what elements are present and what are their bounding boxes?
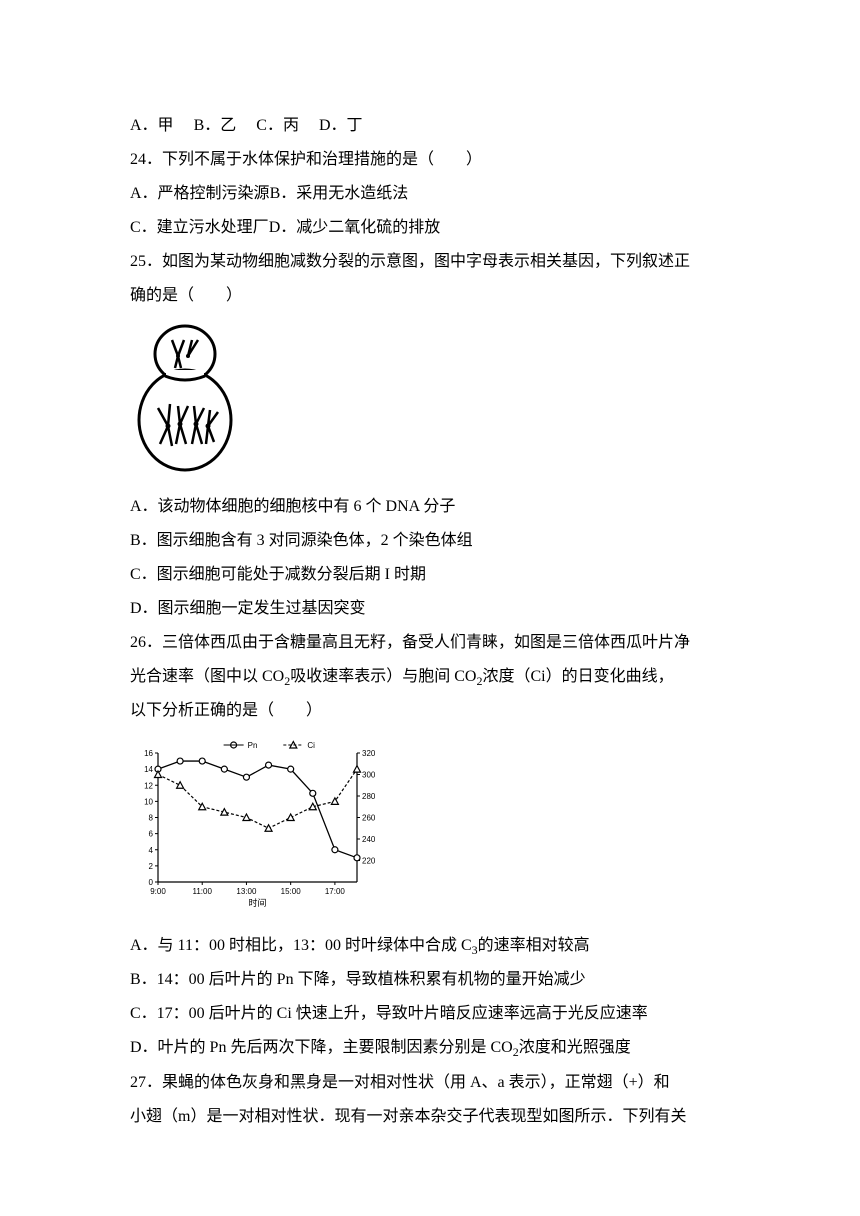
svg-text:16: 16	[144, 749, 153, 758]
q26-option-a: A．与 11：00 时相比，13：00 时叶绿体中合成 C3的速率相对较高	[130, 930, 735, 962]
option-d: D．丁	[319, 117, 363, 134]
q27-stem-line2: 小翅（m）是一对相对性状．现有一对亲本杂交子代表现型如图所示．下列有关	[130, 1101, 735, 1133]
q25-option-d: D．图示细胞一定发生过基因突变	[130, 593, 735, 625]
q24-option-c: C．建立污水处理厂	[130, 219, 269, 236]
svg-text:300: 300	[362, 771, 376, 780]
svg-text:17:00: 17:00	[325, 887, 346, 896]
q24-option-b: B．采用无水造纸法	[270, 185, 409, 202]
q25-stem-line2: 确的是（ ）	[130, 280, 735, 312]
q26-optA-part-a: A．与 11：00 时相比，13：00 时叶绿体中合成 C	[130, 937, 472, 954]
q26-stem-line3: 以下分析正确的是（ ）	[130, 695, 735, 727]
q26-stem-line1: 26．三倍体西瓜由于含糖量高且无籽，备受人们青睐，如图是三倍体西瓜叶片净	[130, 627, 735, 659]
svg-text:时间: 时间	[248, 897, 266, 908]
svg-text:10: 10	[144, 798, 153, 807]
svg-text:8: 8	[149, 814, 154, 823]
q26-option-c: C．17：00 后叶片的 Ci 快速上升，导致叶片暗反应速率远高于光反应速率	[130, 998, 735, 1030]
q26-stem2-part-c: 浓度（Ci）的日变化曲线，	[482, 668, 673, 685]
svg-text:4: 4	[149, 846, 154, 855]
q26-optD-part-a: D．叶片的 Pn 先后两次下降，主要限制因素分别是 CO	[130, 1039, 513, 1056]
svg-text:9:00: 9:00	[150, 887, 166, 896]
q26-optD-part-b: 浓度和光照强度	[519, 1039, 631, 1056]
q25-stem-line1: 25．如图为某动物细胞减数分裂的示意图，图中字母表示相关基因，下列叙述正	[130, 246, 735, 278]
q26-stem-line2: 光合速率（图中以 CO2吸收速率表示）与胞间 CO2浓度（Ci）的日变化曲线，	[130, 661, 735, 693]
svg-text:12: 12	[144, 781, 153, 790]
svg-text:14: 14	[144, 765, 153, 774]
q26-stem2-part-a: 光合速率（图中以 CO	[130, 668, 284, 685]
svg-text:220: 220	[362, 857, 376, 866]
svg-text:Pn: Pn	[248, 741, 258, 750]
svg-text:11:00: 11:00	[193, 887, 213, 896]
option-a: A．甲	[130, 117, 174, 134]
svg-text:260: 260	[362, 814, 376, 823]
q26-option-d: D．叶片的 Pn 先后两次下降，主要限制因素分别是 CO2浓度和光照强度	[130, 1032, 735, 1064]
svg-text:6: 6	[149, 830, 154, 839]
q25-option-c: C．图示细胞可能处于减数分裂后期 I 时期	[130, 559, 735, 591]
prev-question-options: A．甲 B．乙 C．丙 D．丁	[130, 110, 735, 142]
option-c: C．丙	[256, 117, 299, 134]
svg-text:240: 240	[362, 835, 376, 844]
svg-text:15:00: 15:00	[281, 887, 302, 896]
q24-option-d: D．减少二氧化硫的排放	[269, 219, 441, 236]
svg-text:Ci: Ci	[307, 741, 315, 750]
q25-option-b: B．图示细胞含有 3 对同源染色体，2 个染色体组	[130, 525, 735, 557]
option-b: B．乙	[194, 117, 237, 134]
svg-text:0: 0	[149, 878, 154, 887]
q27-stem-line1: 27．果蝇的体色灰身和黑身是一对相对性状（用 A、a 表示），正常翅（+）和	[130, 1067, 735, 1099]
svg-text:280: 280	[362, 792, 376, 801]
q24-option-a: A．严格控制污染源	[130, 185, 270, 202]
q26-optA-part-b: 的速率相对较高	[478, 937, 590, 954]
q25-option-a: A．该动物体细胞的细胞核中有 6 个 DNA 分子	[130, 491, 735, 523]
q26-option-b: B．14：00 后叶片的 Pn 下降，导致植株积累有机物的量开始减少	[130, 964, 735, 996]
q24-options-line2: C．建立污水处理厂D．减少二氧化硫的排放	[130, 212, 735, 244]
svg-text:320: 320	[362, 749, 376, 758]
q26-stem2-part-b: 吸收速率表示）与胞间 CO	[290, 668, 476, 685]
svg-text:13:00: 13:00	[236, 887, 257, 896]
q25-cell-diagram	[130, 318, 735, 485]
svg-text:2: 2	[149, 862, 154, 871]
q26-chart: 0 2 4 6 8 10 12 14 16 220 240 260 280 300 320 9:00 11:00…	[130, 735, 735, 922]
q24-options-line1: A．严格控制污染源B．采用无水造纸法	[130, 178, 735, 210]
q24-stem: 24．下列不属于水体保护和治理措施的是（ ）	[130, 144, 735, 176]
